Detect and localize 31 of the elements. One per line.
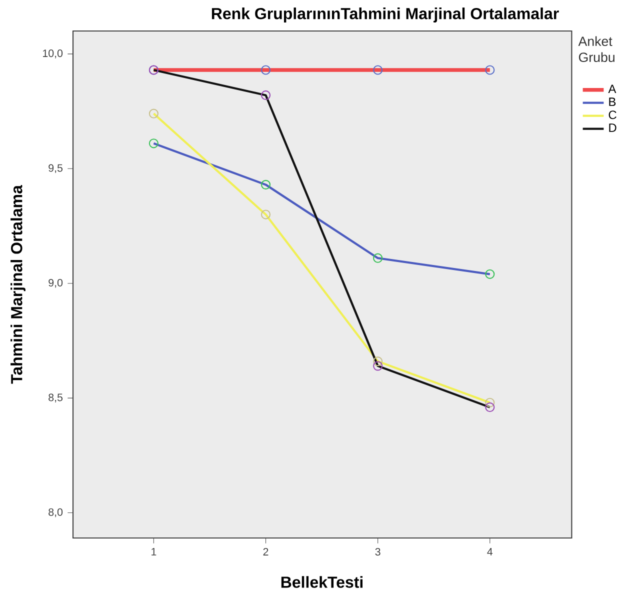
y-tick-label: 9,0 <box>48 278 63 288</box>
point <box>485 65 495 75</box>
x-axis-title: BellekTesti <box>281 576 363 588</box>
point <box>148 108 158 118</box>
y-axis-title: Tahmini Marjinal Ortalama <box>10 184 26 384</box>
x-tick-label: 4 <box>487 548 493 556</box>
point <box>260 65 271 75</box>
point <box>148 138 158 148</box>
x-tick-label: 1 <box>152 548 156 556</box>
point <box>260 210 271 220</box>
x-tick-label: 2 <box>263 548 268 556</box>
point <box>260 180 271 190</box>
legend-label: A <box>608 84 616 94</box>
point <box>373 253 383 263</box>
point <box>373 361 383 371</box>
point <box>485 269 495 279</box>
x-tick-label: 3 <box>375 548 380 556</box>
point <box>485 402 495 412</box>
legend-label: C <box>608 110 616 120</box>
point <box>485 398 495 408</box>
y-tick-label: 8,5 <box>48 394 63 402</box>
y-tick-label: 10,0 <box>43 50 63 58</box>
point <box>260 90 271 100</box>
legend-title: Anket Grubu <box>578 36 614 62</box>
y-tick-label: 9,5 <box>48 164 63 174</box>
point <box>373 65 383 75</box>
y-tick-label: 8,0 <box>48 508 63 518</box>
chart-title: Renk GruplarınınTahmini Marjinal Ortalamalar <box>212 8 559 22</box>
legend-label: D <box>609 124 616 132</box>
legend-label: B <box>609 98 616 106</box>
point <box>373 356 383 366</box>
